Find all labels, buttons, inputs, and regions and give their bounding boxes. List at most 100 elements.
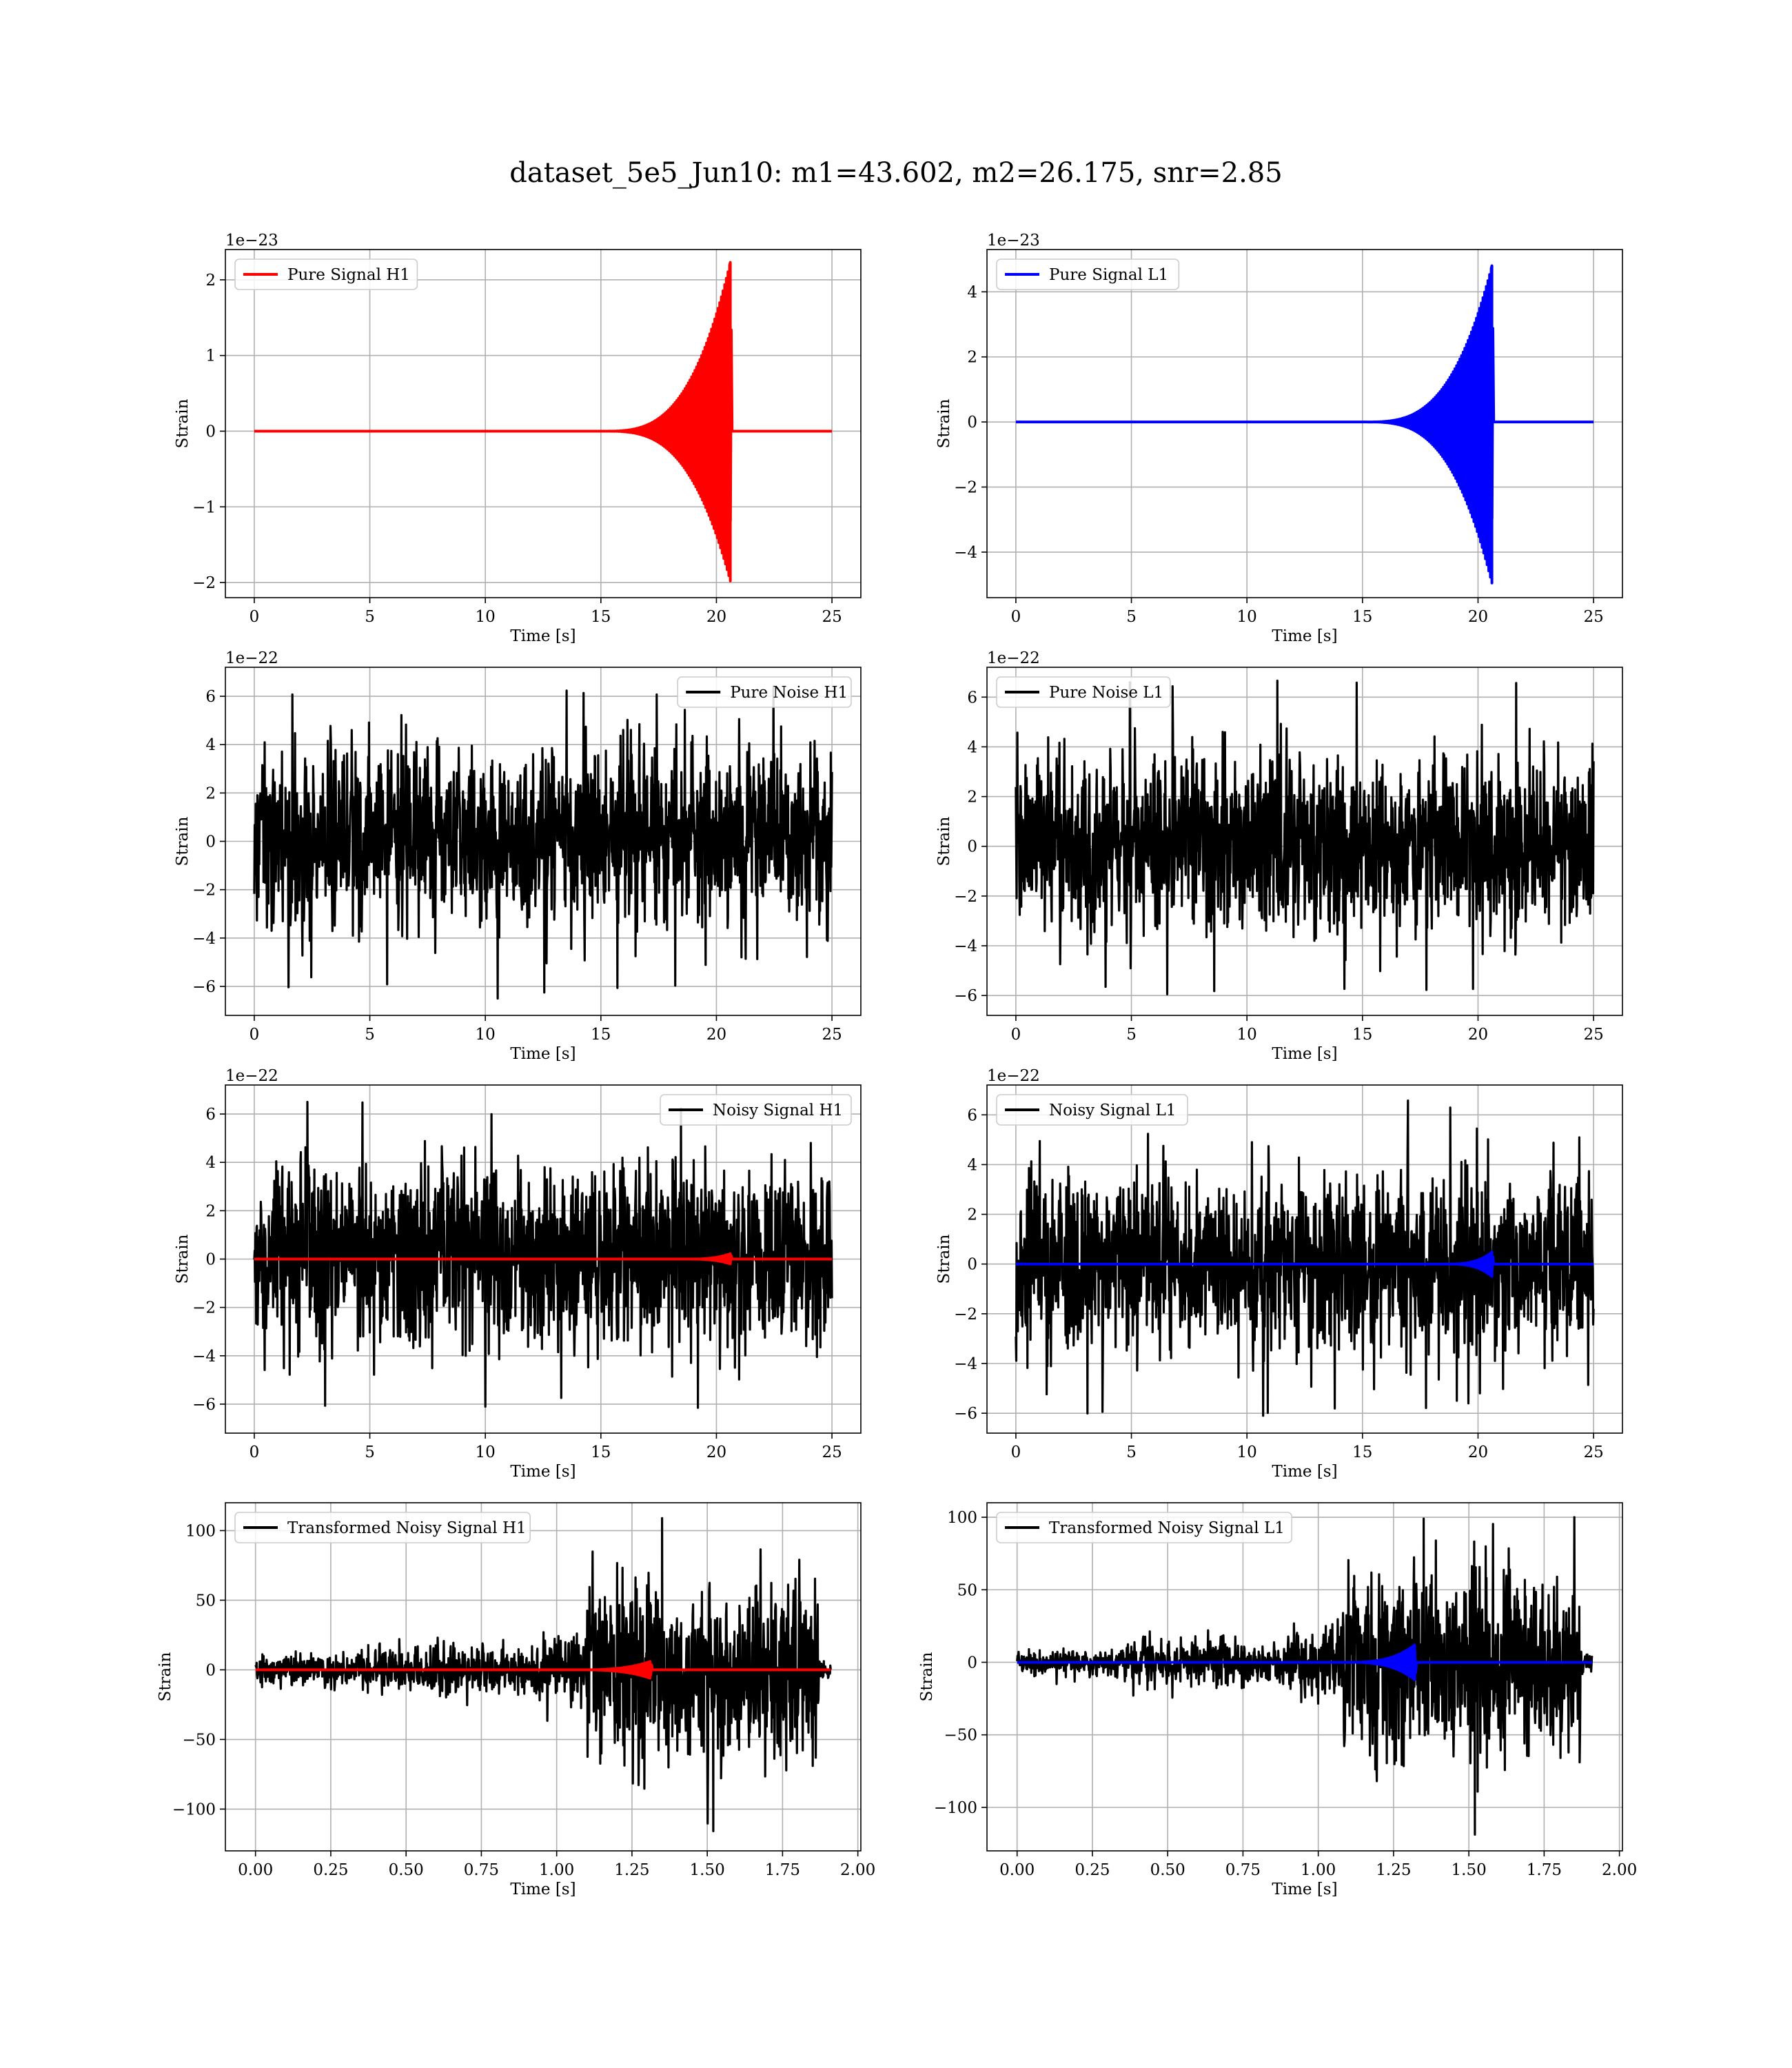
plot-area xyxy=(253,1101,833,1409)
x-tick-label: 15 xyxy=(1352,608,1372,626)
x-tick-label: 5 xyxy=(1126,1026,1137,1044)
series-line xyxy=(1016,1516,1594,1836)
axis-offset-text: 1e−22 xyxy=(987,649,1040,667)
x-tick-label: 0.00 xyxy=(238,1861,273,1879)
plot-area xyxy=(1015,679,1595,995)
x-tick-label: 10 xyxy=(476,608,496,626)
x-tick-label: 1.75 xyxy=(765,1861,800,1879)
y-tick-label: −100 xyxy=(934,1799,977,1817)
y-tick-label: −2 xyxy=(954,888,977,906)
y-tick-label: −2 xyxy=(192,1299,216,1317)
y-axis-label: Strain xyxy=(935,398,953,448)
legend: Transformed Noisy Signal H1 xyxy=(234,1512,531,1543)
y-tick-label: 2 xyxy=(967,789,977,807)
y-tick-label: 0 xyxy=(967,838,977,856)
axis-offset-text: 1e−22 xyxy=(225,1067,278,1085)
y-tick-label: 4 xyxy=(967,1156,977,1174)
series-line xyxy=(254,1252,833,1266)
y-tick-label: 0 xyxy=(205,833,216,851)
legend-label: Transformed Noisy Signal H1 xyxy=(287,1519,527,1537)
y-tick-label: −2 xyxy=(954,479,977,497)
y-tick-label: 6 xyxy=(967,689,977,707)
y-axis-label: Strain xyxy=(174,398,192,448)
y-tick-label: 6 xyxy=(967,1106,977,1124)
legend-label: Pure Noise H1 xyxy=(730,684,848,702)
legend: Pure Noise L1 xyxy=(996,676,1171,708)
x-tick-label: 25 xyxy=(1583,608,1603,626)
legend-label: Noisy Signal L1 xyxy=(1049,1102,1176,1119)
legend-box xyxy=(996,258,1180,290)
x-tick-label: 20 xyxy=(706,1026,726,1044)
x-axis-label: Time [s] xyxy=(510,1881,576,1898)
x-tick-label: 5 xyxy=(365,1026,375,1044)
x-axis-label: Time [s] xyxy=(510,1463,576,1481)
x-tick-label: 0 xyxy=(250,1443,260,1461)
axes-frame xyxy=(225,249,862,598)
y-tick-label: −4 xyxy=(954,937,977,955)
y-tick-label: −6 xyxy=(192,1396,216,1414)
x-tick-label: 0.00 xyxy=(999,1861,1035,1879)
plot-area xyxy=(254,1517,832,1832)
series-line xyxy=(1015,1099,1595,1417)
x-tick-label: 5 xyxy=(1126,1443,1137,1461)
y-tick-label: 6 xyxy=(205,1106,216,1124)
x-tick-label: 1.00 xyxy=(539,1861,574,1879)
legend: Pure Noise H1 xyxy=(677,676,852,708)
x-tick-label: 1.00 xyxy=(1301,1861,1336,1879)
x-axis-label: Time [s] xyxy=(510,627,576,645)
legend-box xyxy=(996,676,1171,708)
axis-offset-text: 1e−22 xyxy=(987,1067,1040,1085)
y-axis-label: Strain xyxy=(935,816,953,866)
axes-frame xyxy=(986,249,1623,598)
x-tick-label: 1.50 xyxy=(690,1861,725,1879)
x-tick-label: 15 xyxy=(1352,1443,1372,1461)
y-tick-label: 50 xyxy=(196,1592,216,1610)
y-tick-label: −100 xyxy=(172,1801,216,1818)
y-tick-label: 2 xyxy=(205,784,216,802)
x-axis-label: Time [s] xyxy=(1272,1045,1337,1063)
y-axis-label: Strain xyxy=(174,816,192,866)
y-tick-label: −4 xyxy=(954,1355,977,1373)
axes-frame xyxy=(225,1502,862,1852)
plot-area xyxy=(1015,1099,1595,1417)
panel-noisy-signal-l1: 0 5 10 15 20 25 −6 −4 −2 0 2 4 6 Time [s] Strain 1e−22 N… xyxy=(935,1067,1623,1481)
axis-offset-text: 1e−23 xyxy=(987,232,1040,250)
x-tick-label: 25 xyxy=(1583,1443,1603,1461)
x-axis-label: Time [s] xyxy=(510,1045,576,1063)
y-axis-label: Strain xyxy=(918,1652,936,1701)
x-tick-label: 0.75 xyxy=(464,1861,499,1879)
y-tick-label: −2 xyxy=(192,882,216,900)
x-axis-label: Time [s] xyxy=(1272,1463,1337,1481)
y-tick-label: 0 xyxy=(967,1256,977,1274)
legend-box xyxy=(677,676,852,708)
x-tick-label: 0.75 xyxy=(1225,1861,1261,1879)
axes-frame xyxy=(986,1084,1623,1434)
y-tick-label: −4 xyxy=(192,930,216,948)
legend-label: Pure Signal H1 xyxy=(287,266,410,284)
series-line xyxy=(1015,264,1594,585)
legend-label: Noisy Signal H1 xyxy=(713,1102,843,1119)
series-line xyxy=(253,685,833,1000)
x-tick-label: 10 xyxy=(1237,1026,1257,1044)
x-tick-label: 1.75 xyxy=(1527,1861,1562,1879)
x-tick-label: 15 xyxy=(591,608,611,626)
legend: Transformed Noisy Signal L1 xyxy=(996,1512,1293,1543)
y-tick-label: −6 xyxy=(954,987,977,1005)
series-line xyxy=(1016,1643,1594,1681)
series-line xyxy=(254,261,833,582)
y-axis-label: Strain xyxy=(174,1234,192,1284)
y-tick-label: −6 xyxy=(192,978,216,996)
legend: Pure Signal L1 xyxy=(996,258,1180,290)
legend: Pure Signal H1 xyxy=(234,258,418,290)
y-tick-label: 100 xyxy=(947,1509,977,1527)
x-tick-label: 0.50 xyxy=(389,1861,424,1879)
axes-frame xyxy=(986,1502,1623,1852)
y-tick-label: 4 xyxy=(967,738,977,756)
y-tick-label: 0 xyxy=(205,1661,216,1679)
x-tick-label: 20 xyxy=(706,608,726,626)
panel-noisy-signal-h1: 0 5 10 15 20 25 −6 −4 −2 0 2 4 6 Time [s] Strain 1e−22 N… xyxy=(174,1067,862,1481)
legend-box xyxy=(996,1512,1293,1543)
y-tick-label: 4 xyxy=(205,736,216,754)
x-tick-label: 20 xyxy=(1468,1443,1488,1461)
